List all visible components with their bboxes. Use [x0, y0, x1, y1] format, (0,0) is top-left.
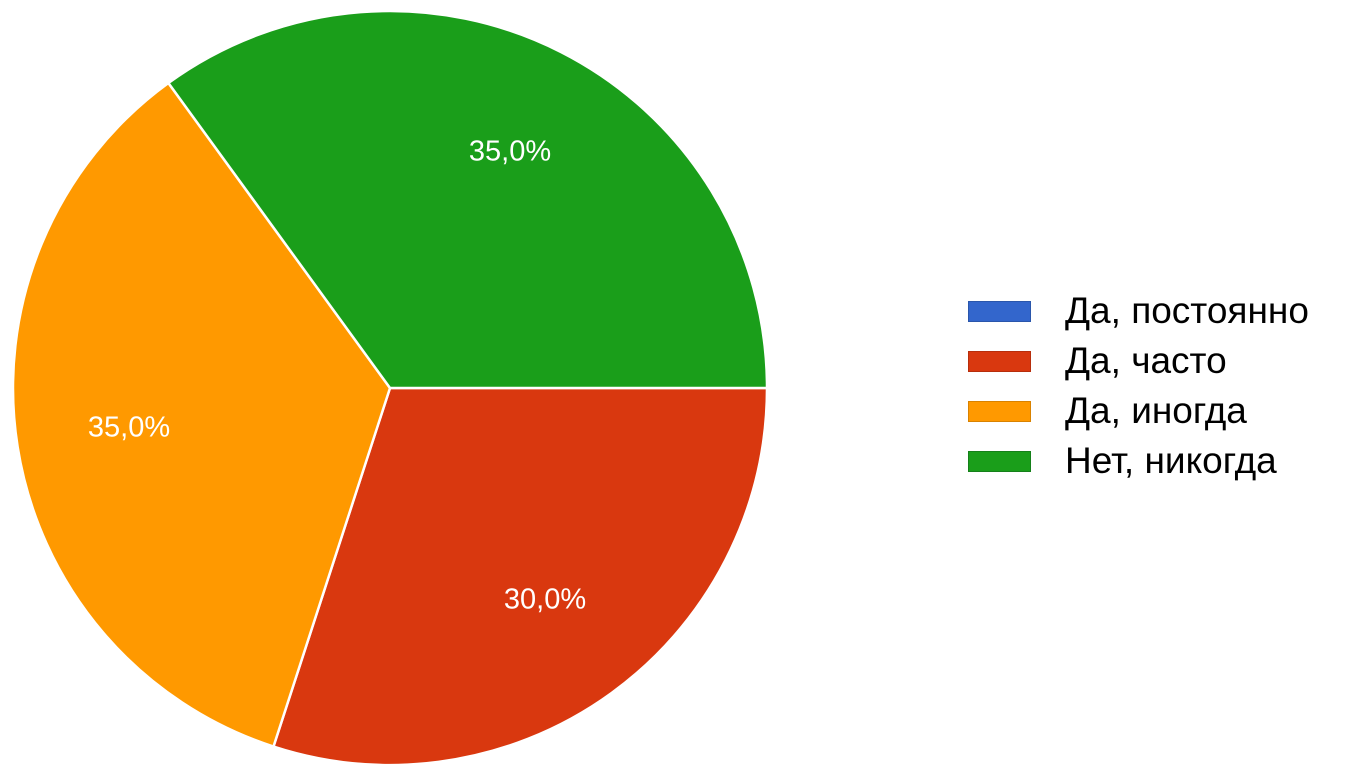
svg-text:30,0%: 30,0% [504, 584, 586, 616]
svg-text:35,0%: 35,0% [88, 412, 170, 444]
svg-text:35,0%: 35,0% [469, 136, 551, 168]
